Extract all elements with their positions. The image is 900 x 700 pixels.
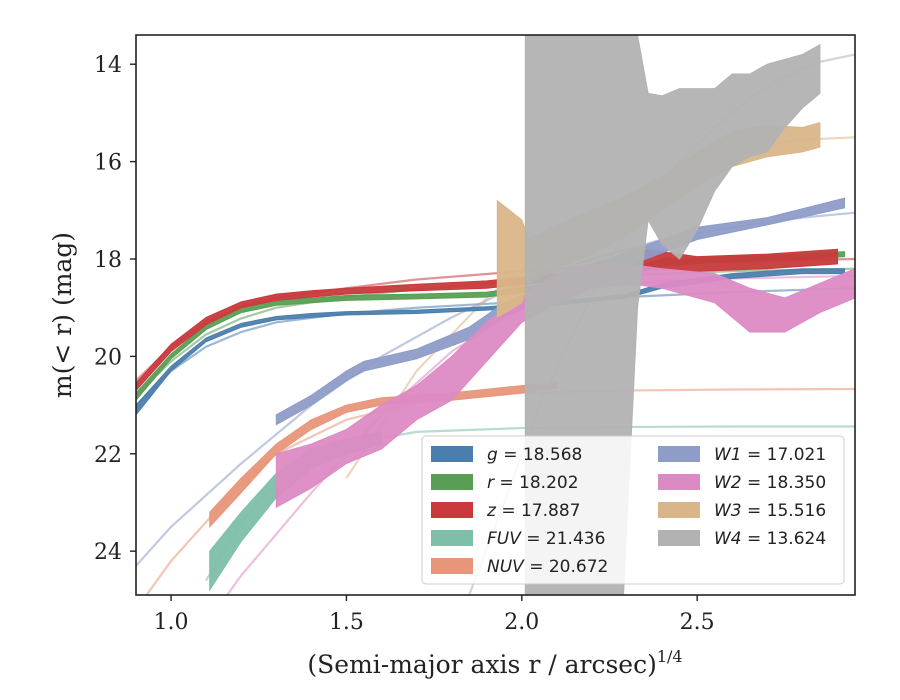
y-tick-label: 20 bbox=[94, 345, 122, 370]
model-curve-nuv bbox=[145, 387, 855, 595]
legend: g = 18.568 r = 18.202 z = 17.887 FUV = 21.4… bbox=[421, 435, 845, 585]
y-tick-label: 18 bbox=[94, 248, 122, 273]
legend-swatch-w2 bbox=[658, 474, 700, 490]
x-tick-label: 1.5 bbox=[329, 610, 364, 635]
legend-swatch-w1 bbox=[658, 446, 700, 462]
legend-label-r: r = 18.202 bbox=[487, 473, 579, 493]
y-tick-label: 14 bbox=[94, 53, 122, 78]
band-z bbox=[136, 248, 838, 392]
legend-item-g: g = 18.568 bbox=[431, 445, 582, 465]
legend-label-fuv: FUV = 21.436 bbox=[487, 529, 605, 549]
legend-box bbox=[421, 435, 845, 585]
legend-item-z: z = 17.887 bbox=[431, 501, 580, 521]
legend-label-w4: W4 = 13.624 bbox=[714, 529, 826, 549]
legend-label-nuv: NUV = 20.672 bbox=[487, 557, 608, 577]
legend-item-nuv: NUV = 20.672 bbox=[431, 557, 608, 577]
legend-swatch-r bbox=[431, 474, 473, 490]
legend-swatch-g bbox=[431, 446, 473, 462]
legend-item-w4: W4 = 13.624 bbox=[658, 529, 826, 549]
legend-item-w2: W2 = 18.350 bbox=[658, 473, 826, 493]
legend-swatch-nuv bbox=[431, 558, 473, 574]
legend-item-w3: W3 = 15.516 bbox=[658, 501, 826, 521]
x-tick-label: 2.5 bbox=[680, 610, 715, 635]
legend-item-fuv: FUV = 21.436 bbox=[431, 529, 605, 549]
legend-items: g = 18.568 r = 18.202 z = 17.887 FUV = 21.4… bbox=[431, 445, 826, 577]
ticks-layer: 1.0 1.5 2.0 2.5 14 16 18 20 22 24 bbox=[94, 53, 715, 635]
legend-item-w1: W1 = 17.021 bbox=[658, 445, 826, 465]
legend-label-w1: W1 = 17.021 bbox=[714, 445, 826, 465]
band-r bbox=[136, 251, 845, 401]
x-axis-label: (Semi-major axis r / arcsec)1/4 bbox=[307, 647, 682, 679]
legend-item-r: r = 18.202 bbox=[431, 473, 579, 493]
x-tick-label: 2.0 bbox=[504, 610, 539, 635]
x-tick-label: 1.0 bbox=[154, 610, 189, 635]
legend-swatch-z bbox=[431, 502, 473, 518]
legend-swatch-w4 bbox=[658, 530, 700, 546]
y-tick-label: 22 bbox=[94, 443, 122, 468]
legend-swatch-fuv bbox=[431, 530, 473, 546]
legend-label-g: g = 18.568 bbox=[487, 445, 582, 465]
legend-label-w2: W2 = 18.350 bbox=[714, 473, 826, 493]
x-axis-label-superscript: 1/4 bbox=[657, 647, 683, 666]
legend-swatch-w3 bbox=[658, 502, 700, 518]
y-tick-label: 16 bbox=[94, 151, 122, 176]
plot-frame bbox=[135, 34, 856, 596]
legend-label-z: z = 17.887 bbox=[486, 501, 580, 521]
band-w2 bbox=[275, 263, 855, 509]
y-axis-label: m(< r) (mag) bbox=[48, 232, 77, 398]
legend-label-w3: W3 = 15.516 bbox=[714, 501, 826, 521]
band-w1 bbox=[275, 197, 845, 426]
y-tick-label: 24 bbox=[94, 540, 122, 565]
